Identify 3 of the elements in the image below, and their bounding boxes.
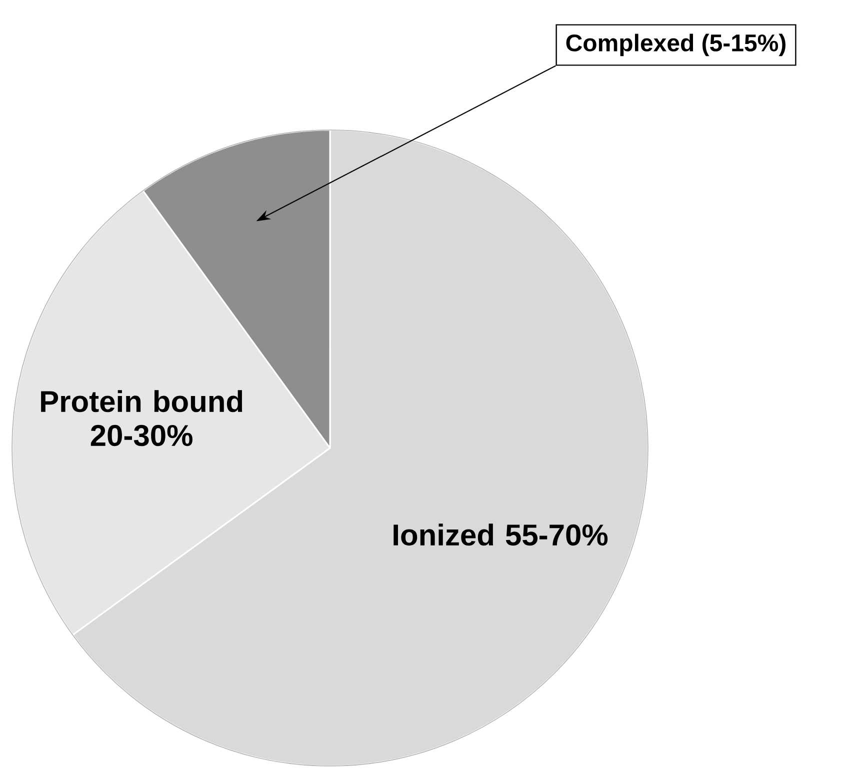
- slice-label: Protein bound 20-30%: [41, 390, 242, 446]
- slice-label: Ionized 55-70%: [394, 524, 608, 546]
- slice-label: Complexed (5-15%): [566, 34, 786, 56]
